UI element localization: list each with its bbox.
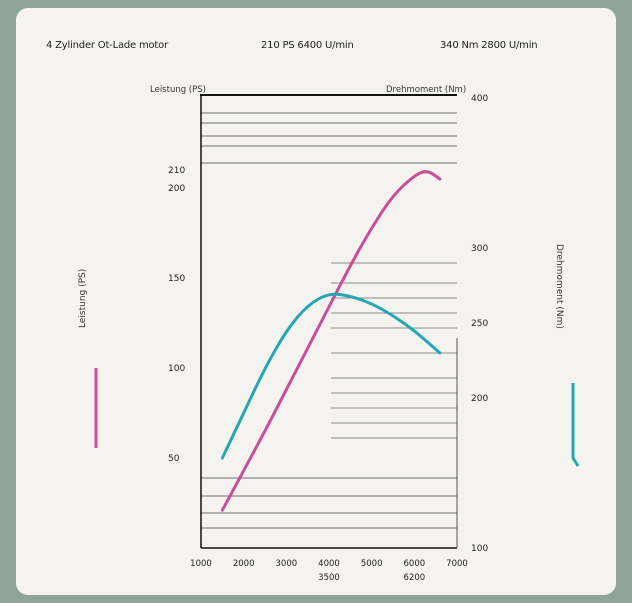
- x-tick-label: 6000: [404, 559, 426, 569]
- left-tick-label: 150: [168, 274, 185, 284]
- x-tick-label: 5000: [361, 559, 383, 569]
- power-curve: [220, 170, 442, 512]
- x-tick-label-secondary: 3500: [318, 573, 340, 583]
- chart-card: 4 Zylinder Ot-Lade motor 210 PS 6400 U/m…: [16, 8, 616, 595]
- right-tick-label: 250: [471, 319, 488, 329]
- x-tick-label-secondary: 6200: [404, 573, 426, 583]
- right-tick-label: 200: [471, 394, 488, 404]
- engine-label: 4 Zylinder Ot-Lade motor: [46, 40, 168, 51]
- right-axis-title: Drehmoment (Nm): [386, 85, 467, 95]
- x-tick-label: 3000: [276, 559, 298, 569]
- x-tick-label: 4000: [318, 559, 340, 569]
- torque-curve: [220, 292, 442, 460]
- x-tick-label: 2000: [233, 559, 255, 569]
- right-tick-label: 300: [471, 244, 488, 254]
- left-axis-title: Leistung (PS): [150, 85, 206, 95]
- power-torque-chart: 50 100 150 200 210 100 200 250 300 400 1000 2000 300…: [94, 94, 580, 583]
- x-tick-label: 7000: [446, 559, 468, 569]
- right-tick-label: 100: [471, 544, 488, 554]
- right-tick-label: 400: [471, 94, 488, 104]
- torque-legend-swatch: [571, 383, 580, 467]
- power-spec-label: 210 PS 6400 U/min: [261, 40, 354, 51]
- torque-spec-label: 340 Nm 2800 U/min: [440, 40, 538, 51]
- left-tick-label: 210: [168, 166, 185, 176]
- left-tick-label: 50: [168, 454, 180, 464]
- left-tick-label: 100: [168, 364, 185, 374]
- x-tick-label: 1000: [190, 559, 212, 569]
- left-tick-label: 200: [168, 184, 185, 194]
